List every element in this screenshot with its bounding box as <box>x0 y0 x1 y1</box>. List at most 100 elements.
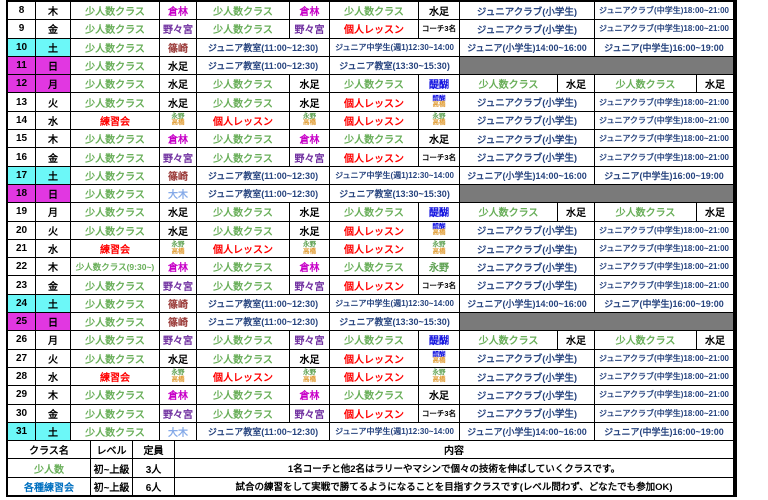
instructor-cell: 醍醐 高橋 <box>419 93 459 111</box>
instructor-cell: 篠崎 <box>160 294 196 313</box>
class-cell: 少人数クラス <box>71 20 159 38</box>
instructor-duo: 永野 高橋 <box>303 370 316 383</box>
junior-class-cell: ジュニア(中学生)16:00~19:00 <box>595 422 733 441</box>
schedule-row-day-27: 27 火少人数クラス 水足 少人数クラス 水足 個人レッスン 醍醐 高橋 ジュニアクラブ(小学生… <box>8 349 735 367</box>
instructor-cell: 倉林 <box>160 258 196 276</box>
instructor-cell: 永野 <box>419 258 459 276</box>
class-cell: 少人数クラス <box>71 93 159 111</box>
instructor-cell: 野々宮 <box>160 276 196 294</box>
instructor-cell: 醍醐 高橋 <box>419 221 459 239</box>
class-cell: 少人数クラス <box>71 422 159 441</box>
instructor-cell: 野々宮 <box>290 148 329 166</box>
junior-class-cell: ジュニアクラブ(中学生)18:00~21:00 <box>595 276 733 294</box>
junior-class-cell: ジュニアクラブ(中学生)18:00~21:00 <box>595 20 733 38</box>
junior-class-cell: ジュニア教室(11:00~12:30) <box>197 166 329 184</box>
instructor-cell: 醍醐 <box>419 331 459 349</box>
junior-class-cell: ジュニアクラブ(小学生) <box>460 404 594 422</box>
weekday-cell: 木 <box>36 130 70 148</box>
instructor-cell: 永野 高橋 <box>290 239 329 258</box>
instructor-name: 永野 <box>303 112 316 120</box>
instructor-cell: 野々宮 <box>160 404 196 422</box>
class-cell: 個人レッスン <box>330 221 418 239</box>
class-cell: 練習会 <box>71 367 159 386</box>
instructor-cell: 篠崎 <box>160 38 196 56</box>
instructor-cell: 永野 高橋 <box>160 239 196 258</box>
instructor-duo: 永野 高橋 <box>303 112 316 127</box>
instructor-cell: 永野 高橋 <box>160 367 196 386</box>
instructor-name: 醍醐 <box>432 350 446 358</box>
instructor-cell: 倉林 <box>290 130 329 148</box>
class-cell: 少人数クラス <box>460 331 557 349</box>
junior-class-cell: ジュニアクラブ(中学生)18:00~21:00 <box>595 148 733 166</box>
class-cell: 少人数クラス <box>197 404 289 422</box>
junior-class-cell: ジュニアクラブ(小学生) <box>460 93 594 111</box>
junior-class-cell: ジュニアクラブ(中学生)18:00~21:00 <box>595 367 733 386</box>
day-cell: 8 <box>8 2 35 20</box>
legend-description-cell: 試合の練習をして実戦で勝てるようになることを目指すクラスです(レベル問わず、どな… <box>175 477 733 496</box>
junior-class-cell: ジュニアクラブ(小学生) <box>460 239 594 258</box>
monthly-schedule-table: 8 木少人数クラス 倉林 少人数クラス 倉林 少人数クラス 水足 ジュニアクラブ(小学生) ジュ… <box>6 0 737 498</box>
class-cell: 少人数クラス <box>71 276 159 294</box>
instructor-cell: 水足 <box>558 331 594 349</box>
junior-class-cell: ジュニアクラブ(小学生) <box>460 2 594 20</box>
instructor-cell: 水足 <box>697 203 733 221</box>
junior-class-cell: ジュニア教室(13:30~15:30) <box>330 56 459 75</box>
class-cell: 少人数クラス <box>197 130 289 148</box>
instructor-name: 高橋 <box>171 375 185 383</box>
weekday-cell: 月 <box>36 203 70 221</box>
instructor-cell: 水足 <box>160 203 196 221</box>
day-cell: 19 <box>8 203 35 221</box>
instructor-cell: 永野 高橋 <box>290 111 329 130</box>
junior-class-cell: ジュニア(小学生)14:00~16:00 <box>460 294 594 313</box>
class-cell: 個人レッスン <box>330 20 418 38</box>
day-cell: 28 <box>8 367 35 386</box>
class-cell: 少人数クラス(9:30~) <box>71 258 159 276</box>
instructor-cell: 水足 <box>160 75 196 93</box>
junior-class-cell: ジュニアクラブ(小学生) <box>460 148 594 166</box>
junior-class-cell: ジュニア(小学生)14:00~16:00 <box>460 166 594 184</box>
instructor-name: 永野 <box>171 112 185 120</box>
schedule-row-day-13: 13 火少人数クラス 水足 少人数クラス 水足 個人レッスン 醍醐 高橋 ジュニアクラブ(小学生… <box>8 93 735 111</box>
class-cell: 少人数クラス <box>71 2 159 20</box>
day-cell: 16 <box>8 148 35 166</box>
weekday-cell: 火 <box>36 93 70 111</box>
class-cell: 少人数クラス <box>71 294 159 313</box>
class-cell: 少人数クラス <box>197 386 289 404</box>
instructor-cell: 水足 <box>290 203 329 221</box>
instructor-cell: 醍醐 <box>419 75 459 93</box>
instructor-cell: 永野 高橋 <box>290 367 329 386</box>
day-cell: 12 <box>8 75 35 93</box>
weekday-cell: 金 <box>36 20 70 38</box>
junior-class-cell: ジュニア教室(11:00~12:30) <box>197 56 329 75</box>
weekday-cell: 火 <box>36 221 70 239</box>
instructor-cell: コーチ3名 <box>419 276 459 294</box>
junior-class-cell: ジュニア教室(11:00~12:30) <box>197 38 329 56</box>
weekday-cell: 水 <box>36 367 70 386</box>
class-cell: 少人数クラス <box>71 313 159 331</box>
junior-class-cell: ジュニア教室(13:30~15:30) <box>330 313 459 331</box>
instructor-cell: 大木 <box>160 422 196 441</box>
day-cell: 9 <box>8 20 35 38</box>
schedule-row-day-14: 14 水練習会 永野 高橋 個人レッスン 永野 高橋 個人レッスン 永野 高橋 ジュニアクラブ(小学… <box>8 111 735 130</box>
instructor-cell: 篠崎 <box>160 166 196 184</box>
weekday-cell: 日 <box>36 56 70 75</box>
instructor-duo: 永野 高橋 <box>171 241 185 255</box>
instructor-name: 高橋 <box>171 247 185 255</box>
class-cell: 少人数クラス <box>595 331 696 349</box>
instructor-cell: 野々宮 <box>290 404 329 422</box>
weekday-cell: 木 <box>36 2 70 20</box>
instructor-name: 醍醐 <box>432 94 446 102</box>
junior-class-cell: ジュニア(中学生)16:00~19:00 <box>595 38 733 56</box>
legend-header-class-name: クラス名 <box>8 441 90 459</box>
class-cell: 個人レッスン <box>330 93 418 111</box>
instructor-cell: 篠崎 <box>160 313 196 331</box>
instructor-cell: 水足 <box>558 75 594 93</box>
instructor-cell: 醍醐 高橋 <box>419 349 459 367</box>
weekday-cell: 金 <box>36 276 70 294</box>
day-cell: 27 <box>8 349 35 367</box>
instructor-cell: 野々宮 <box>290 331 329 349</box>
weekday-cell: 土 <box>36 422 70 441</box>
instructor-name: 永野 <box>432 112 446 120</box>
class-cell: 少人数クラス <box>71 203 159 221</box>
class-cell: 少人数クラス <box>197 349 289 367</box>
